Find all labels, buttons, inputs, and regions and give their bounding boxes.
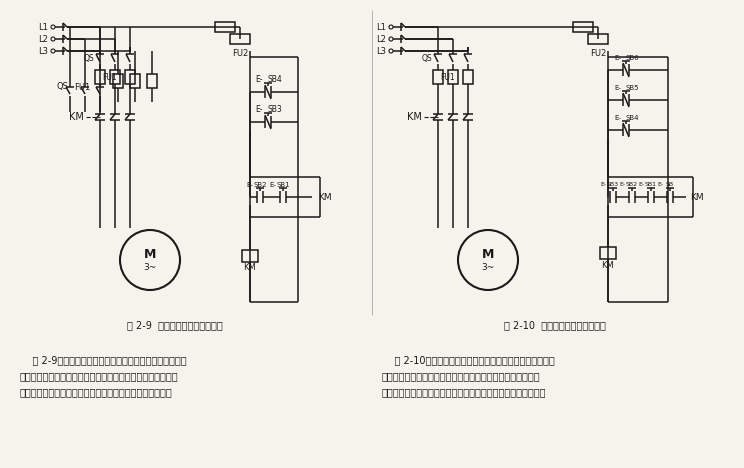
- Text: SB1: SB1: [276, 182, 290, 188]
- Text: SB1: SB1: [645, 183, 657, 188]
- Text: QS: QS: [83, 53, 94, 63]
- Text: 以在两地同时控制一台电动机作单向连续运行的控制线路。本: 以在两地同时控制一台电动机作单向连续运行的控制线路。本: [20, 371, 179, 381]
- Text: L1: L1: [38, 22, 48, 31]
- Bar: [433, 70, 443, 84]
- Text: L2: L2: [376, 35, 386, 44]
- Text: KM: KM: [69, 112, 84, 122]
- Text: FU1: FU1: [102, 73, 117, 81]
- Text: E-: E-: [255, 105, 263, 115]
- Text: E-: E-: [269, 182, 276, 188]
- Text: FU1: FU1: [440, 73, 455, 81]
- Bar: [230, 34, 250, 44]
- Text: 3~: 3~: [481, 263, 495, 272]
- Text: SB4: SB4: [626, 115, 640, 121]
- Text: 图 2-10所示为采用多按钮控制的单向连续运行线路，它是: 图 2-10所示为采用多按钮控制的单向连续运行线路，它是: [382, 355, 555, 365]
- Bar: [573, 22, 593, 32]
- Text: 一种可以在多处同时控制一台电动机作单向连续运行的控制线: 一种可以在多处同时控制一台电动机作单向连续运行的控制线: [382, 371, 541, 381]
- Text: E-: E-: [614, 85, 621, 91]
- Text: SB2: SB2: [253, 182, 267, 188]
- Text: L3: L3: [376, 46, 386, 56]
- Bar: [130, 74, 140, 88]
- Text: E-: E-: [620, 183, 626, 188]
- Text: 图 2-10  多按钮单向运行控制线路: 图 2-10 多按钮单向运行控制线路: [504, 320, 606, 330]
- Text: E-: E-: [255, 75, 263, 85]
- Text: E-: E-: [614, 115, 621, 121]
- Text: KM: KM: [243, 263, 257, 272]
- Text: L3: L3: [38, 46, 48, 56]
- Text: SB: SB: [666, 183, 674, 188]
- Text: FU2: FU2: [232, 49, 248, 58]
- Text: SB2: SB2: [626, 183, 638, 188]
- Text: E-: E-: [639, 183, 645, 188]
- Text: E-: E-: [614, 55, 621, 61]
- Bar: [242, 250, 258, 262]
- Text: 3~: 3~: [144, 263, 157, 272]
- Text: QS: QS: [56, 82, 68, 92]
- Bar: [147, 74, 157, 88]
- Text: L2: L2: [38, 35, 48, 44]
- Bar: [95, 70, 105, 84]
- Bar: [600, 247, 616, 259]
- Text: KM: KM: [602, 261, 615, 270]
- Text: 图 2-9  双按钮单向运行控制线路: 图 2-9 双按钮单向运行控制线路: [127, 320, 223, 330]
- Bar: [215, 22, 235, 32]
- Text: 图 2-9所示为用双按钮控制的单向运行线路，它是一种可: 图 2-9所示为用双按钮控制的单向运行线路，它是一种可: [20, 355, 187, 365]
- Bar: [110, 70, 120, 84]
- Text: KM: KM: [407, 112, 422, 122]
- Text: FU1: FU1: [74, 82, 90, 92]
- Text: M: M: [144, 248, 156, 261]
- Text: FU2: FU2: [590, 49, 606, 58]
- Text: KM: KM: [318, 192, 332, 202]
- Text: SB5: SB5: [626, 85, 640, 91]
- Bar: [463, 70, 473, 84]
- Text: KM: KM: [690, 192, 704, 202]
- Bar: [448, 70, 458, 84]
- Text: E-: E-: [658, 183, 664, 188]
- Text: QS: QS: [421, 53, 432, 63]
- Text: SB6: SB6: [626, 55, 640, 61]
- Bar: [588, 34, 608, 44]
- Text: E-: E-: [601, 183, 607, 188]
- Text: M: M: [482, 248, 494, 261]
- Text: SB4: SB4: [268, 75, 283, 85]
- Text: SB3: SB3: [607, 183, 619, 188]
- Text: E-: E-: [246, 182, 253, 188]
- Text: 线路适用于需要连续运行而又要求能两地控制的生产机械。: 线路适用于需要连续运行而又要求能两地控制的生产机械。: [20, 387, 173, 397]
- Bar: [113, 74, 123, 88]
- Text: 路，本线路适用于需要连续单向运行并能多处控制的生产机械。: 路，本线路适用于需要连续单向运行并能多处控制的生产机械。: [382, 387, 547, 397]
- Text: L1: L1: [376, 22, 386, 31]
- Text: SB3: SB3: [268, 105, 283, 115]
- Bar: [125, 70, 135, 84]
